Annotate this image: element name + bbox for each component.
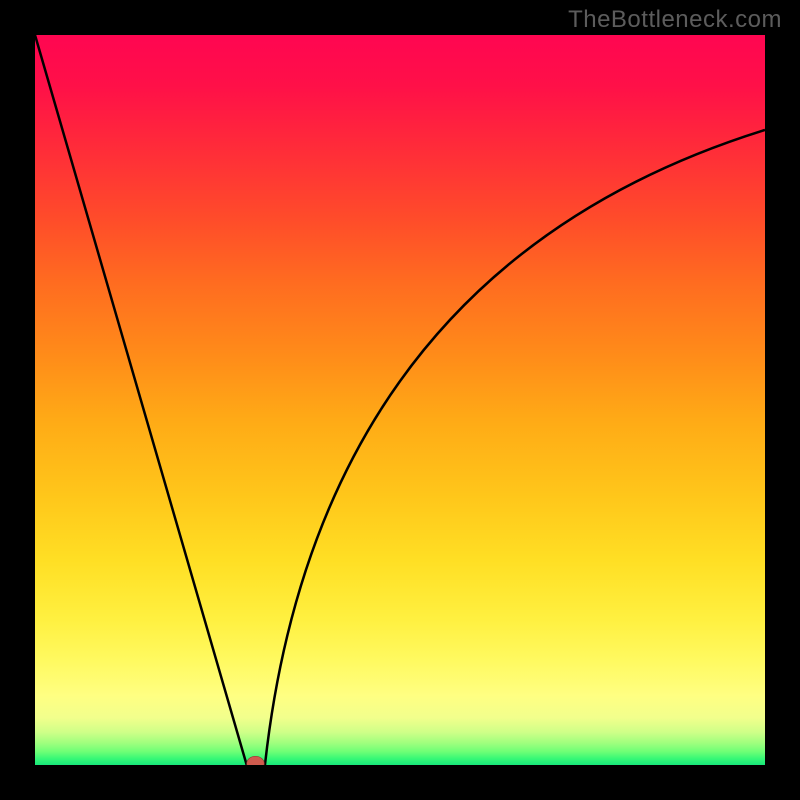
watermark-label: TheBottleneck.com (568, 6, 782, 34)
bottleneck-curve-chart (35, 35, 765, 765)
plot-area (35, 35, 765, 765)
chart-frame: TheBottleneck.com (0, 0, 800, 800)
gradient-background (35, 35, 765, 765)
